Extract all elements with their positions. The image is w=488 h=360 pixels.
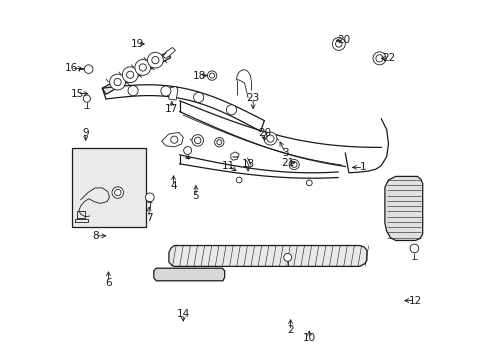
Circle shape <box>409 244 418 253</box>
Circle shape <box>332 37 345 50</box>
Polygon shape <box>230 152 239 160</box>
Circle shape <box>264 132 276 145</box>
Text: 9: 9 <box>82 128 89 138</box>
Text: 17: 17 <box>165 104 178 114</box>
Circle shape <box>161 86 171 96</box>
Text: 12: 12 <box>408 296 421 306</box>
Circle shape <box>122 67 138 83</box>
Text: 16: 16 <box>64 63 78 73</box>
Polygon shape <box>102 52 170 94</box>
Text: 2: 2 <box>286 325 293 336</box>
Circle shape <box>288 159 299 170</box>
Circle shape <box>226 105 236 115</box>
Circle shape <box>214 138 224 147</box>
Text: 18: 18 <box>193 71 206 81</box>
Text: 13: 13 <box>241 159 254 169</box>
Text: 8: 8 <box>92 231 98 241</box>
Polygon shape <box>163 48 175 58</box>
Circle shape <box>135 59 150 75</box>
Circle shape <box>145 193 154 202</box>
Polygon shape <box>162 132 183 147</box>
Text: 14: 14 <box>176 309 189 319</box>
Circle shape <box>83 95 90 102</box>
Bar <box>72 148 146 227</box>
Circle shape <box>372 52 385 65</box>
Circle shape <box>147 52 163 68</box>
Text: 23: 23 <box>246 93 259 103</box>
Circle shape <box>306 180 311 186</box>
Circle shape <box>84 65 93 73</box>
Circle shape <box>112 187 123 198</box>
Polygon shape <box>168 86 178 100</box>
Circle shape <box>192 135 203 146</box>
Text: 7: 7 <box>145 213 152 223</box>
Circle shape <box>283 253 291 261</box>
Circle shape <box>193 93 203 103</box>
Text: 5: 5 <box>192 191 199 201</box>
Text: 6: 6 <box>105 278 111 288</box>
Text: 22: 22 <box>381 53 394 63</box>
Polygon shape <box>168 246 366 266</box>
Circle shape <box>128 86 138 96</box>
Polygon shape <box>153 268 224 281</box>
Text: 4: 4 <box>170 181 177 192</box>
Circle shape <box>183 147 191 154</box>
Polygon shape <box>384 176 422 240</box>
Circle shape <box>109 74 125 90</box>
Text: 15: 15 <box>70 89 83 99</box>
Circle shape <box>207 71 216 80</box>
Text: 20: 20 <box>258 128 271 138</box>
Text: 11: 11 <box>221 161 234 171</box>
Text: 3: 3 <box>282 148 288 158</box>
Text: 1: 1 <box>359 162 366 172</box>
Circle shape <box>236 177 242 183</box>
Text: 21: 21 <box>281 158 294 168</box>
Text: 19: 19 <box>130 39 143 49</box>
Text: 10: 10 <box>302 333 315 343</box>
Text: 20: 20 <box>336 35 349 45</box>
